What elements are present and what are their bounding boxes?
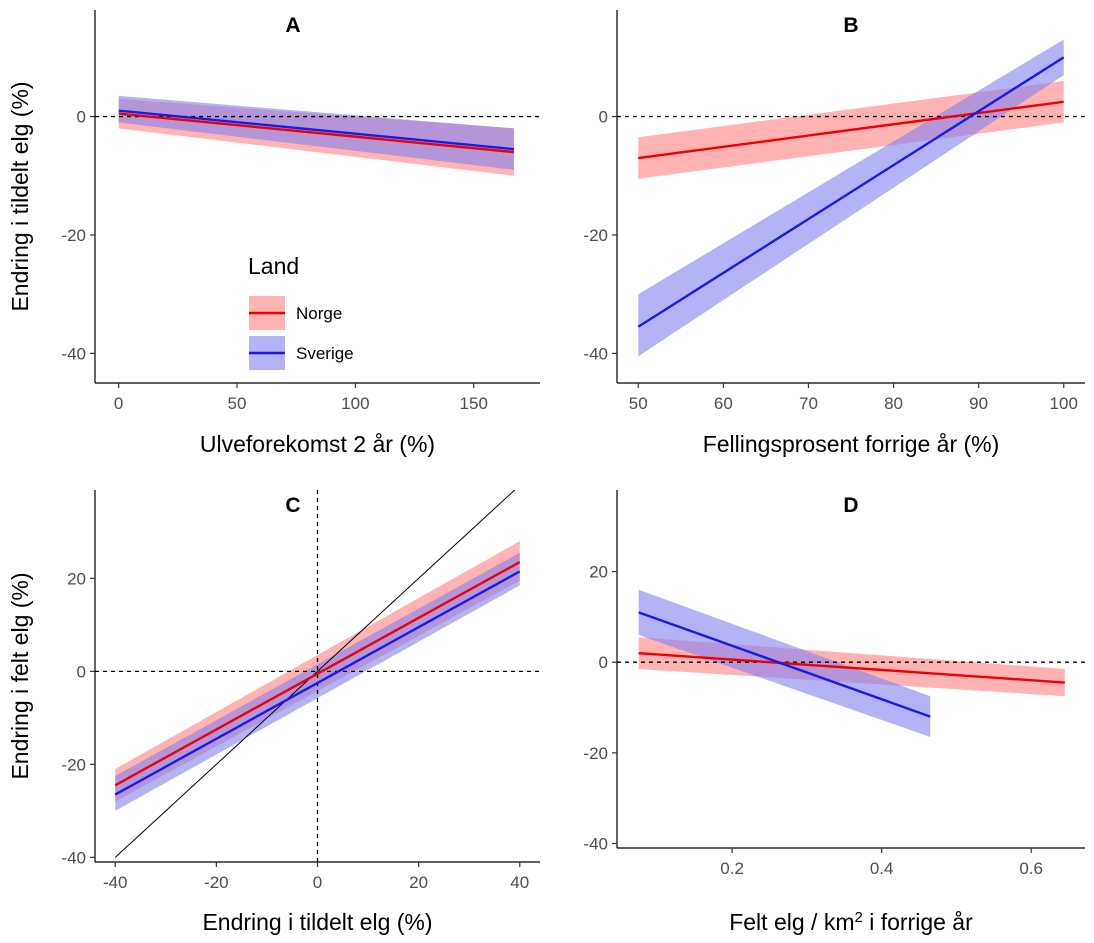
panel-title: D [843,494,858,517]
y-tick-label: 0 [77,108,86,127]
legend: Land Norge Sverige [248,253,354,370]
identity-line [114,490,516,858]
panel-title: B [843,14,858,37]
y-tick-label: -40 [61,344,86,363]
y-tick-label: -20 [61,226,86,245]
x-tick-label: 100 [1050,394,1078,413]
x-axis-label: Felt elg / km2 i forrige år [729,909,973,936]
panel-title: A [285,14,300,37]
series-line-norge [638,100,1064,160]
series-line-sverige [637,56,1065,328]
series-line-sverige [118,109,515,151]
panel-B: 50 60 70 80 90 100 -40 -20 0 B Fellingsprosent for… [583,10,1085,457]
y-tick-label: -20 [583,744,608,763]
plot-area [95,95,540,176]
confidence-band-sverige [638,39,1064,357]
panel-D: 0.2 0.4 0.6 -40 -20 0 20 D Felt elg / km2 i forr… [583,490,1085,935]
y-axis-label: Endring i felt elg (%) [7,572,33,779]
y-tick-label: -40 [583,344,608,363]
series-line-norge [114,561,521,787]
series-line-sverige [114,570,521,796]
x-tick-label: 0 [114,394,123,413]
series-line-norge [638,651,1065,684]
panel-title: C [285,494,300,517]
y-tick-label: 20 [589,563,608,582]
x-tick-label: 150 [460,394,488,413]
x-axis-label: Endring i tildelt elg (%) [202,909,432,935]
legend-title: Land [248,253,299,279]
x-tick-label: 100 [341,394,369,413]
x-tick-label: 0.6 [1019,859,1043,878]
legend-label-norge: Norge [296,304,342,323]
panel-C: -40 -20 0 20 40 -40 -20 0 20 C Endring i tildelt e… [7,490,540,935]
x-tick-label: 50 [629,394,648,413]
x-tick-label: 20 [409,873,428,892]
x-tick-label: 90 [969,394,988,413]
x-tick-label: 50 [228,394,247,413]
y-tick-label: 0 [599,653,608,672]
y-tick-label: 0 [77,662,86,681]
x-tick-label: 40 [510,873,529,892]
legend-label-sverige: Sverige [296,344,354,363]
plot-area [617,39,1085,357]
plot-area [617,589,1085,737]
series-line-norge [118,112,515,154]
x-tick-label: 70 [799,394,818,413]
y-tick-label: -40 [61,848,86,867]
x-tick-label: 60 [714,394,733,413]
plot-area [95,490,540,862]
panel-A: 0 50 100 150 -40 -20 0 A Ulveforekomst 2 år (%) E… [7,10,540,457]
x-tick-label: 0 [313,873,322,892]
x-tick-label: -40 [103,873,128,892]
x-tick-label: -20 [204,873,229,892]
x-tick-label: 0.2 [720,859,744,878]
series-line-sverige [638,611,931,718]
x-tick-label: 0.4 [870,859,894,878]
y-tick-label: 0 [599,108,608,127]
y-tick-label: -20 [583,226,608,245]
y-axis-label: Endring i tildelt elg (%) [7,81,33,311]
x-tick-label: 80 [884,394,903,413]
x-axis-label: Ulveforekomst 2 år (%) [200,431,435,457]
y-tick-label: 20 [67,569,86,588]
y-tick-label: -40 [583,834,608,853]
y-tick-label: -20 [61,755,86,774]
x-axis-label: Fellingsprosent forrige år (%) [703,431,1000,457]
